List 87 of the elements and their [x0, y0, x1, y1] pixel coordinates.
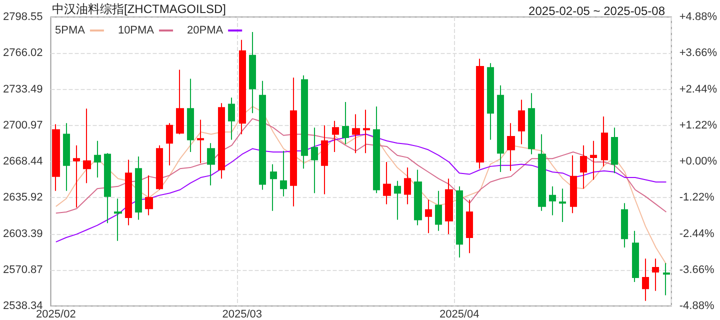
y2-tick-label: +3.66% [679, 47, 718, 60]
candlestick [290, 77, 297, 207]
candlestick [342, 102, 349, 145]
y-tick-label: 2700.97 [2, 119, 43, 132]
candlestick [249, 32, 256, 114]
candlestick [125, 159, 132, 226]
y2-tick-label: -1.22% [679, 192, 714, 204]
candlestick [487, 62, 494, 140]
candlestick [538, 134, 546, 212]
legend-label: 20PMA [187, 24, 224, 36]
x-tick-label: 2025/03 [222, 308, 262, 320]
candlestick [363, 109, 370, 154]
candlestick [197, 119, 204, 164]
y2-tick-label: +1.22% [679, 119, 718, 132]
line-series [55, 134, 667, 242]
candlestick [466, 199, 473, 254]
candlestick [404, 167, 411, 205]
y2-tick-label: -3.66% [679, 264, 714, 276]
line-series [55, 118, 667, 214]
candlestick [280, 150, 287, 197]
candlestick [590, 140, 597, 180]
candlestick [207, 142, 215, 186]
candlestick [611, 127, 618, 174]
candlestick [187, 78, 194, 152]
candlestick [114, 198, 122, 242]
x-tick-label: 2025/04 [439, 308, 480, 320]
candlestick [145, 174, 153, 216]
candlestick [176, 69, 184, 135]
candlestick [476, 58, 484, 170]
candlestick [218, 102, 225, 180]
legend-label: 10PMA [118, 24, 155, 36]
candlestick [332, 120, 339, 152]
candlestick [425, 199, 432, 234]
y-tick-label: 2668.44 [2, 156, 43, 168]
candlestick [559, 188, 566, 222]
candlestick [663, 262, 670, 296]
y-tick-label: 2733.49 [2, 83, 43, 96]
y2-tick-label: +4.88% [679, 11, 718, 23]
candlestick [435, 190, 442, 232]
candlestick [414, 169, 422, 226]
candlestick [549, 186, 556, 216]
candlestick [642, 258, 649, 302]
candlestick [394, 180, 401, 220]
candlestick [632, 230, 639, 282]
candlestick [580, 144, 587, 190]
candlestick [73, 144, 80, 208]
candlestick [94, 140, 101, 178]
chart-subtitle: 2025-02-05 ~ 2025-05-08 [528, 4, 666, 18]
candlestick [518, 99, 525, 145]
candlestick [270, 164, 277, 212]
y2-tick-label: -2.44% [679, 228, 714, 240]
y-tick-label: 2798.55 [2, 11, 43, 23]
y-tick-label: 2603.39 [2, 228, 43, 240]
y-tick-label: 2635.92 [2, 192, 43, 204]
y-tick-label: 2766.02 [2, 47, 43, 60]
candlestick [63, 122, 70, 192]
candlestick [321, 124, 328, 195]
candlestick [166, 122, 173, 166]
candlestick [383, 161, 391, 205]
candlestick [311, 127, 318, 194]
candlestick [352, 114, 360, 154]
candlestick [373, 106, 380, 194]
x-tick-label: 2025/02 [36, 308, 76, 320]
candlestick [259, 80, 266, 190]
candlestick [528, 92, 535, 155]
candlestick [104, 152, 111, 224]
candlestick [135, 156, 142, 220]
candlestick [301, 74, 308, 170]
candlestick [445, 178, 453, 235]
candlestick [52, 124, 60, 192]
chart-title: 中汉油料综指[ZHCTMAGOILSD] [52, 2, 226, 16]
candlestick [507, 122, 515, 172]
candlestick [601, 116, 608, 167]
candlestick [652, 258, 659, 292]
y2-tick-label: +0.00% [679, 156, 718, 168]
y2-tick-label: +2.44% [679, 83, 718, 96]
candlestick [239, 39, 246, 135]
candlestick [621, 202, 628, 248]
y2-tick-label: -4.88% [679, 300, 714, 312]
candlestick [570, 154, 577, 214]
candlestick [497, 84, 504, 172]
candlestick [156, 144, 163, 190]
legend-label: 5PMA [54, 24, 86, 36]
y-tick-label: 2570.87 [2, 264, 43, 276]
candlestick [228, 97, 235, 140]
candlestick [83, 108, 91, 184]
candlestick [456, 186, 463, 258]
